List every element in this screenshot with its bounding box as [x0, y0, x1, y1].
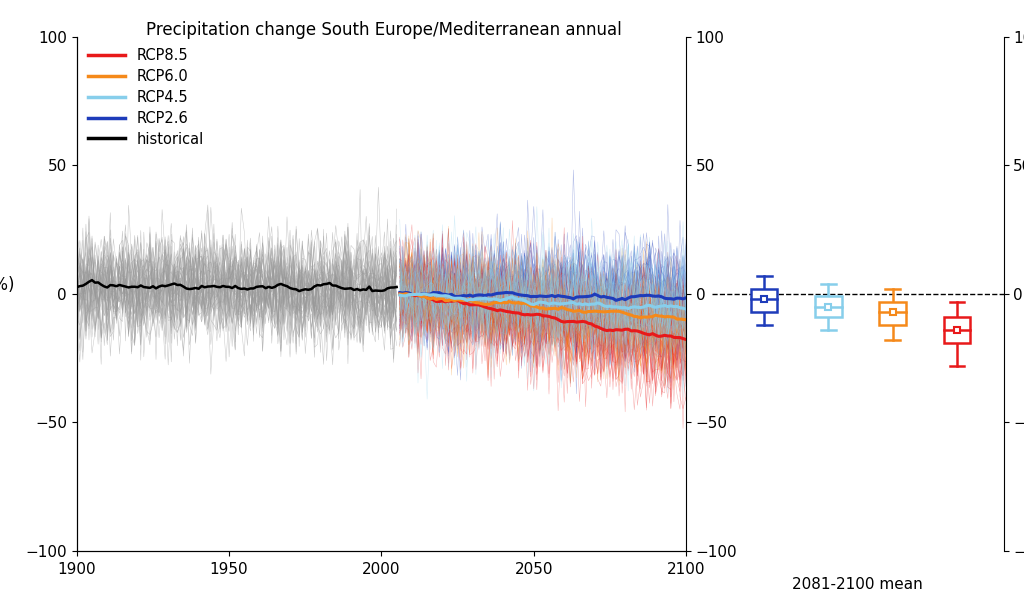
- Text: Precipitation change South Europe/Mediterranean annual: Precipitation change South Europe/Medite…: [146, 21, 622, 40]
- Legend: RCP8.5, RCP6.0, RCP4.5, RCP2.6, historical: RCP8.5, RCP6.0, RCP4.5, RCP2.6, historic…: [84, 44, 208, 151]
- Y-axis label: (%): (%): [0, 276, 14, 294]
- Bar: [944, 317, 970, 343]
- Bar: [880, 301, 906, 325]
- Bar: [751, 289, 777, 312]
- Text: 2081-2100 mean: 2081-2100 mean: [793, 577, 923, 592]
- Bar: [815, 297, 842, 317]
